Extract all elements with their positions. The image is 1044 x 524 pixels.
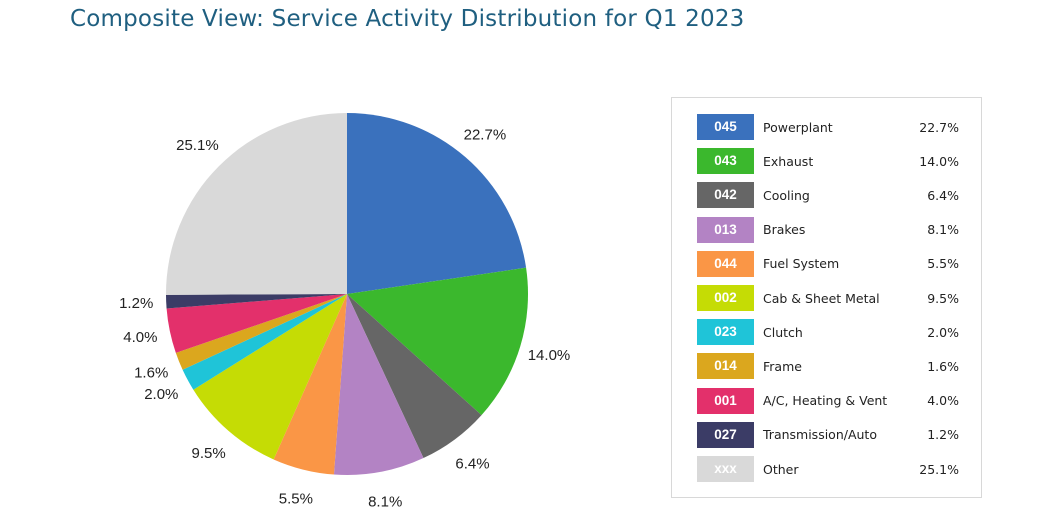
legend-item: 043 Exhaust 14.0% (697, 148, 959, 175)
legend-code-badge: 023 (697, 319, 754, 346)
legend-code-badge: 027 (697, 421, 754, 448)
pie-slice-013 (333, 294, 424, 476)
pie-slice-043 (347, 267, 529, 416)
legend-label: Brakes (763, 222, 806, 238)
legend-percent: 9.5% (927, 290, 959, 306)
legend-item: 001 A/C, Heating & Vent 4.0% (697, 387, 959, 414)
legend-percent: 22.7% (919, 119, 959, 135)
slice-label-xxx: 25.1% (176, 137, 219, 154)
legend-label: Clutch (763, 324, 803, 340)
slice-label-013: 8.1% (368, 494, 402, 511)
legend-percent: 25.1% (919, 461, 959, 477)
legend-code-badge: xxx (697, 456, 754, 482)
legend-item: 013 Brakes 8.1% (697, 216, 959, 243)
legend-label: A/C, Heating & Vent (763, 393, 888, 409)
pie-slice-001 (166, 294, 347, 353)
pie-slice-014 (175, 294, 347, 370)
slice-label-043: 14.0% (528, 347, 571, 364)
legend-label: Cooling (763, 187, 810, 203)
legend-percent: 1.6% (927, 358, 959, 374)
legend-item: 042 Cooling 6.4% (697, 182, 959, 209)
legend-percent: 5.5% (927, 256, 959, 272)
legend-label: Exhaust (763, 153, 814, 169)
legend-item: 027 Transmission/Auto 1.2% (697, 421, 959, 448)
legend-code-badge: 044 (697, 250, 754, 277)
legend-code-badge: 002 (697, 285, 754, 311)
slice-label-014: 1.6% (134, 365, 168, 382)
slice-label-027: 1.2% (119, 295, 153, 312)
legend-label: Cab & Sheet Metal (763, 290, 880, 306)
pie-slice-002 (193, 294, 347, 460)
legend-item: 044 Fuel System 5.5% (697, 250, 959, 277)
legend-label: Transmission/Auto (763, 427, 877, 443)
legend-item: 045 Powerplant 22.7% (697, 114, 959, 140)
slice-label-023: 2.0% (144, 386, 178, 403)
legend-code-badge: 013 (697, 216, 754, 243)
pie-slice-044 (273, 294, 347, 475)
legend-label: Frame (763, 358, 802, 374)
legend-code-badge: 001 (697, 387, 754, 414)
legend-percent: 6.4% (927, 187, 959, 203)
pie-slice-045 (347, 112, 527, 294)
pie-slice-023 (182, 294, 347, 390)
legend-percent: 14.0% (919, 153, 959, 169)
legend-label: Fuel System (763, 256, 840, 272)
slice-label-002: 9.5% (191, 445, 225, 462)
slice-label-045: 22.7% (464, 126, 507, 143)
pie-slice-xxx (165, 113, 347, 295)
slice-label-042: 6.4% (455, 456, 489, 473)
legend-percent: 8.1% (927, 222, 959, 238)
legend-percent: 4.0% (927, 393, 959, 409)
legend-code-badge: 014 (697, 353, 754, 380)
legend-code-badge: 042 (697, 182, 754, 209)
legend-item: 002 Cab & Sheet Metal 9.5% (697, 285, 959, 311)
legend-item: 023 Clutch 2.0% (697, 319, 959, 346)
legend-item: xxx Other 25.1% (697, 456, 959, 482)
chart-title: Composite View: Service Activity Distrib… (70, 6, 745, 32)
pie-slice-027 (166, 294, 347, 309)
slice-label-044: 5.5% (279, 491, 313, 508)
pie-slice-042 (347, 294, 482, 459)
legend-code-badge: 043 (697, 148, 754, 175)
legend-label: Powerplant (763, 119, 833, 135)
legend-code-badge: 045 (697, 114, 754, 140)
legend-percent: 2.0% (927, 324, 959, 340)
legend-item: 014 Frame 1.6% (697, 353, 959, 380)
legend-label: Other (763, 461, 799, 477)
legend: 045 Powerplant 22.7% 043 Exhaust 14.0% 042 Cool… (671, 97, 982, 498)
legend-percent: 1.2% (927, 427, 959, 443)
slice-label-001: 4.0% (123, 329, 157, 346)
